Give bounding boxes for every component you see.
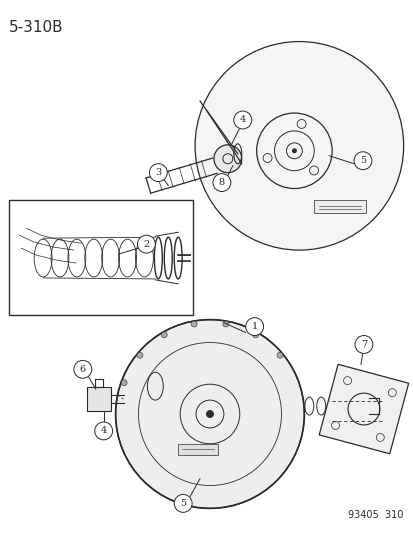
Circle shape bbox=[137, 352, 142, 358]
Circle shape bbox=[212, 174, 230, 191]
Circle shape bbox=[161, 332, 167, 338]
Circle shape bbox=[353, 152, 371, 169]
Circle shape bbox=[74, 360, 92, 378]
Text: 4: 4 bbox=[100, 426, 107, 435]
Circle shape bbox=[222, 321, 228, 327]
Circle shape bbox=[137, 235, 155, 253]
Circle shape bbox=[245, 318, 263, 336]
Text: 93405  310: 93405 310 bbox=[347, 510, 403, 520]
Bar bbox=[313, 200, 365, 213]
Text: 2: 2 bbox=[143, 240, 149, 249]
Circle shape bbox=[115, 320, 304, 508]
Circle shape bbox=[206, 410, 214, 418]
Circle shape bbox=[121, 380, 127, 386]
Text: 6: 6 bbox=[80, 365, 85, 374]
Circle shape bbox=[276, 352, 282, 358]
Circle shape bbox=[195, 42, 403, 250]
Bar bbox=[87, 387, 110, 411]
Circle shape bbox=[252, 332, 258, 338]
Text: 1: 1 bbox=[251, 322, 257, 331]
Text: 5: 5 bbox=[180, 499, 186, 508]
Circle shape bbox=[291, 148, 296, 154]
Polygon shape bbox=[318, 365, 408, 454]
Circle shape bbox=[356, 403, 361, 408]
Circle shape bbox=[174, 495, 192, 512]
Circle shape bbox=[191, 321, 197, 327]
Text: 3: 3 bbox=[155, 168, 161, 177]
Text: 7: 7 bbox=[360, 340, 366, 349]
Bar bbox=[178, 444, 217, 455]
Circle shape bbox=[214, 145, 241, 173]
Text: 5-310B: 5-310B bbox=[9, 20, 64, 35]
Circle shape bbox=[354, 336, 372, 353]
Circle shape bbox=[233, 111, 251, 129]
Text: 4: 4 bbox=[239, 116, 245, 125]
Bar bbox=[9, 200, 192, 314]
Text: 5: 5 bbox=[359, 156, 365, 165]
Circle shape bbox=[149, 164, 167, 182]
Circle shape bbox=[95, 422, 112, 440]
Text: 8: 8 bbox=[218, 178, 224, 187]
